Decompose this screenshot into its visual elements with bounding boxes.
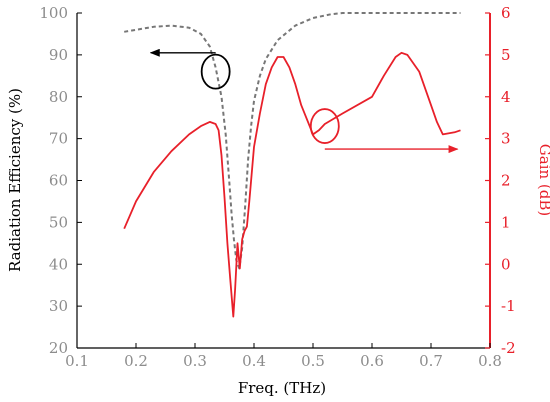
x-tick-label: 0.8 xyxy=(478,352,502,370)
x-axis-title: Freq. (THz) xyxy=(238,379,326,397)
efficiency-highlight-circle xyxy=(200,53,231,90)
x-tick-label: 0.6 xyxy=(360,352,384,370)
y-left-tick-label: 60 xyxy=(49,172,68,190)
y-right-axis-title: Gain (dB) xyxy=(536,144,550,216)
y-right-tick-label: 6 xyxy=(501,4,511,22)
y-right-tick-label: -1 xyxy=(501,297,516,315)
y-left-tick-label: 70 xyxy=(49,130,68,148)
y-right-tick-label: -2 xyxy=(501,339,516,357)
gain-highlight-circle xyxy=(309,108,340,144)
y-left-axis-title: Radiation Efficiency (%) xyxy=(6,88,24,272)
gain-series-line xyxy=(123,51,461,318)
x-tick-label: 0.4 xyxy=(242,352,266,370)
y-left-tick-label: 40 xyxy=(49,255,68,273)
y-right-tick-label: 5 xyxy=(501,46,511,64)
x-tick-label: 0.2 xyxy=(124,352,148,370)
x-tick-label: 0.5 xyxy=(301,352,325,370)
y-left-tick-label: 20 xyxy=(49,339,68,357)
y-left-tick-label: 30 xyxy=(49,297,68,315)
y-left-tick-label: 100 xyxy=(39,4,68,22)
y-right-tick-label: 2 xyxy=(501,172,511,190)
y-right-tick-label: 4 xyxy=(501,88,511,106)
plot-area xyxy=(123,12,461,318)
x-tick-label: 0.7 xyxy=(419,352,443,370)
axes: 0.1 0.2 0.3 0.4 0.5 0.6 0.7 0.82030405060708090… xyxy=(39,4,515,370)
y-left-tick-label: 80 xyxy=(49,88,68,106)
y-right-tick-label: 1 xyxy=(501,213,511,231)
x-tick-label: 0.3 xyxy=(183,352,207,370)
y-right-tick-label: 3 xyxy=(501,130,511,148)
y-right-tick-label: 0 xyxy=(501,255,511,273)
efficiency-series-line xyxy=(124,12,461,270)
y-left-tick-label: 90 xyxy=(49,46,68,64)
x-tick-label: 0.1 xyxy=(65,352,89,370)
y-left-tick-label: 50 xyxy=(49,213,68,231)
